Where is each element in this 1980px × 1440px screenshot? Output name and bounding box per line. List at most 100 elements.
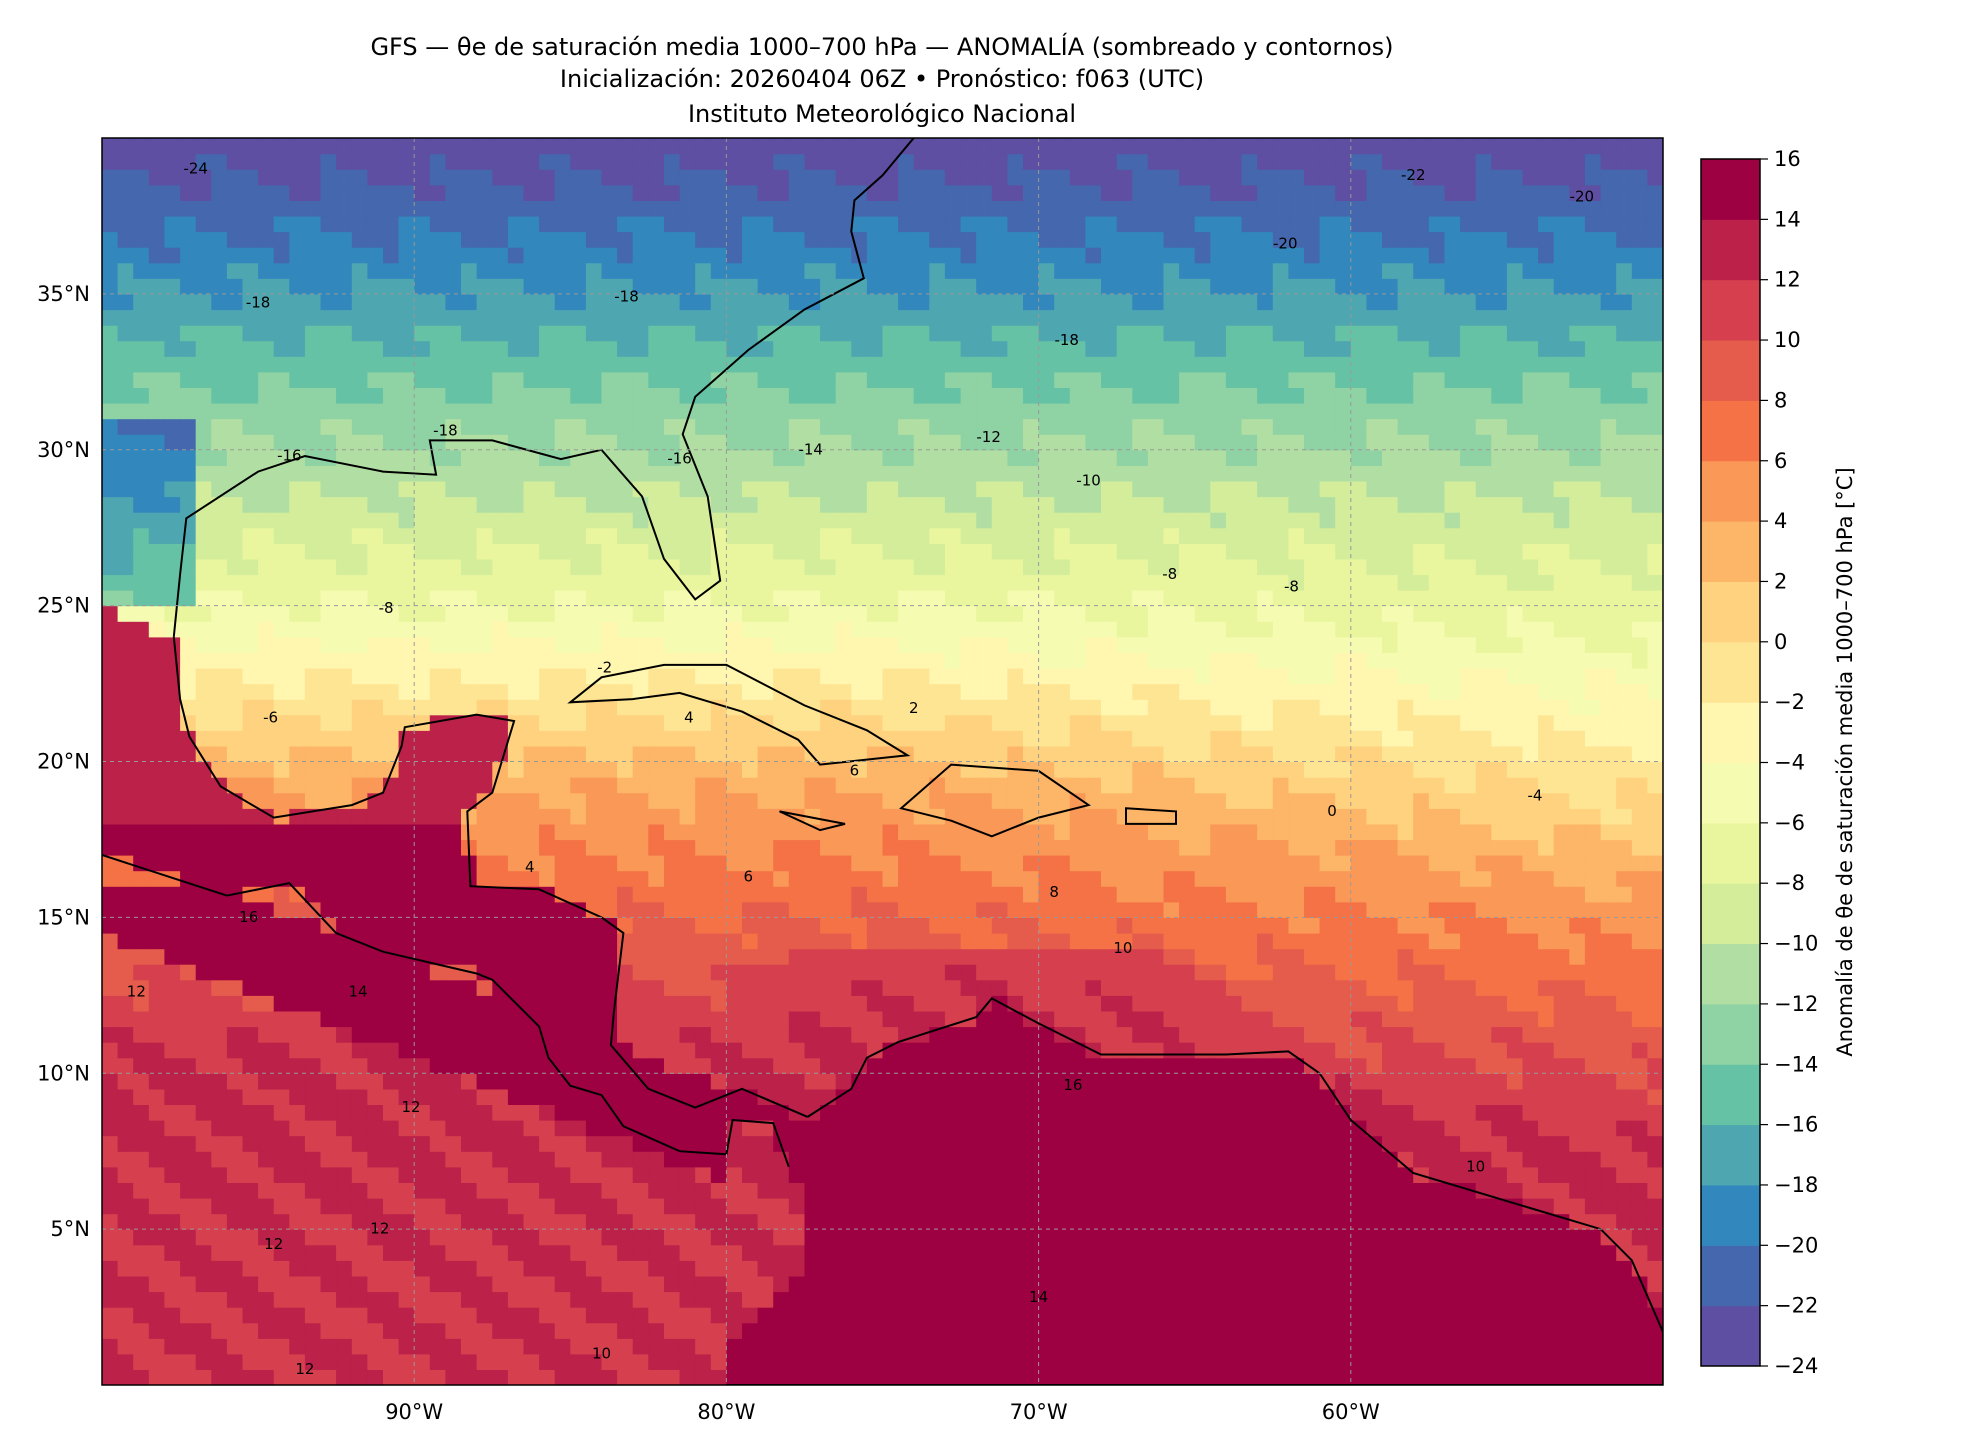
field-cell (804, 496, 821, 513)
field-cell (320, 1229, 337, 1246)
field-cell (851, 387, 868, 404)
field-cell (117, 356, 134, 373)
field-cell (226, 496, 244, 513)
field-cell (726, 293, 743, 311)
field-cell (944, 823, 962, 841)
field-cell (242, 839, 259, 856)
field-cell (429, 1026, 446, 1043)
field-cell (804, 465, 821, 482)
field-cell (742, 1104, 759, 1121)
field-cell (773, 434, 790, 451)
field-cell (398, 1182, 415, 1199)
field-cell (757, 465, 774, 482)
field-cell (242, 683, 259, 700)
field-cell (539, 403, 556, 420)
field-cell (258, 1135, 275, 1152)
field-cell (554, 1166, 571, 1183)
field-cell (710, 434, 727, 451)
field-cell (102, 418, 119, 435)
field-cell (1023, 278, 1040, 295)
field-cell (367, 855, 384, 872)
field-cell (414, 745, 431, 763)
field-cell (367, 839, 384, 856)
field-cell (102, 1213, 119, 1230)
field-cell (976, 325, 993, 342)
field-cell (273, 699, 290, 716)
field-cell (211, 512, 228, 529)
field-cell (632, 449, 649, 466)
field-cell (1038, 855, 1055, 872)
field-cell (882, 153, 899, 170)
field-cell (710, 480, 727, 498)
field-cell (851, 777, 868, 794)
field-cell (773, 995, 790, 1012)
field-cell (133, 1026, 150, 1043)
field-cell (180, 1026, 197, 1043)
field-cell (523, 1307, 540, 1324)
field-cell (788, 1135, 805, 1152)
field-cell (242, 917, 259, 934)
field-cell (226, 777, 244, 794)
field-cell (289, 325, 306, 342)
field-cell (289, 527, 306, 544)
field-cell (414, 1073, 431, 1090)
field-cell (570, 1229, 587, 1246)
field-cell (991, 200, 1008, 217)
field-cell (1023, 1275, 1040, 1293)
field-cell (289, 1198, 306, 1215)
field-cell (539, 184, 556, 201)
field-cell (726, 839, 743, 856)
field-cell (476, 683, 493, 700)
field-cell (991, 356, 1008, 373)
field-cell (898, 247, 915, 264)
field-cell (835, 855, 852, 872)
field-cell (960, 200, 977, 217)
field-cell (1023, 777, 1040, 794)
field-cell (804, 262, 821, 279)
field-cell (757, 964, 774, 981)
field-cell (539, 1275, 556, 1293)
field-cell (102, 590, 119, 607)
field-cell (383, 792, 400, 809)
field-cell (882, 527, 899, 544)
field-cell (492, 1166, 509, 1183)
field-cell (492, 948, 509, 965)
field-cell (976, 1322, 993, 1339)
field-cell (320, 215, 337, 233)
field-cell (929, 356, 946, 373)
field-cell (820, 1213, 837, 1230)
field-cell (102, 1120, 119, 1137)
field-cell (944, 465, 962, 482)
field-cell (164, 278, 181, 295)
field-cell (757, 995, 774, 1012)
field-cell (773, 1198, 790, 1215)
field-cell (742, 745, 759, 763)
field-cell (398, 403, 415, 420)
field-cell (148, 169, 165, 186)
field-cell (180, 855, 197, 872)
field-cell (617, 621, 634, 638)
field-cell (944, 1151, 962, 1168)
field-cell (726, 730, 743, 747)
field-cell (414, 169, 431, 186)
field-cell (991, 231, 1008, 248)
field-cell (507, 138, 525, 155)
field-cell (461, 200, 478, 217)
field-cell (788, 465, 805, 482)
field-cell (835, 1151, 852, 1168)
field-cell (242, 1198, 259, 1215)
field-cell (695, 449, 712, 466)
field-cell (117, 1229, 134, 1246)
field-cell (913, 870, 930, 887)
field-cell (820, 262, 837, 279)
field-cell (617, 434, 634, 451)
field-cell (773, 1010, 790, 1028)
field-cell (835, 761, 852, 778)
field-cell (554, 1135, 571, 1152)
field-cell (976, 215, 993, 233)
field-cell (351, 886, 368, 903)
field-cell (336, 325, 353, 342)
field-cell (304, 1260, 322, 1277)
field-cell (617, 964, 634, 981)
field-cell (585, 231, 603, 248)
